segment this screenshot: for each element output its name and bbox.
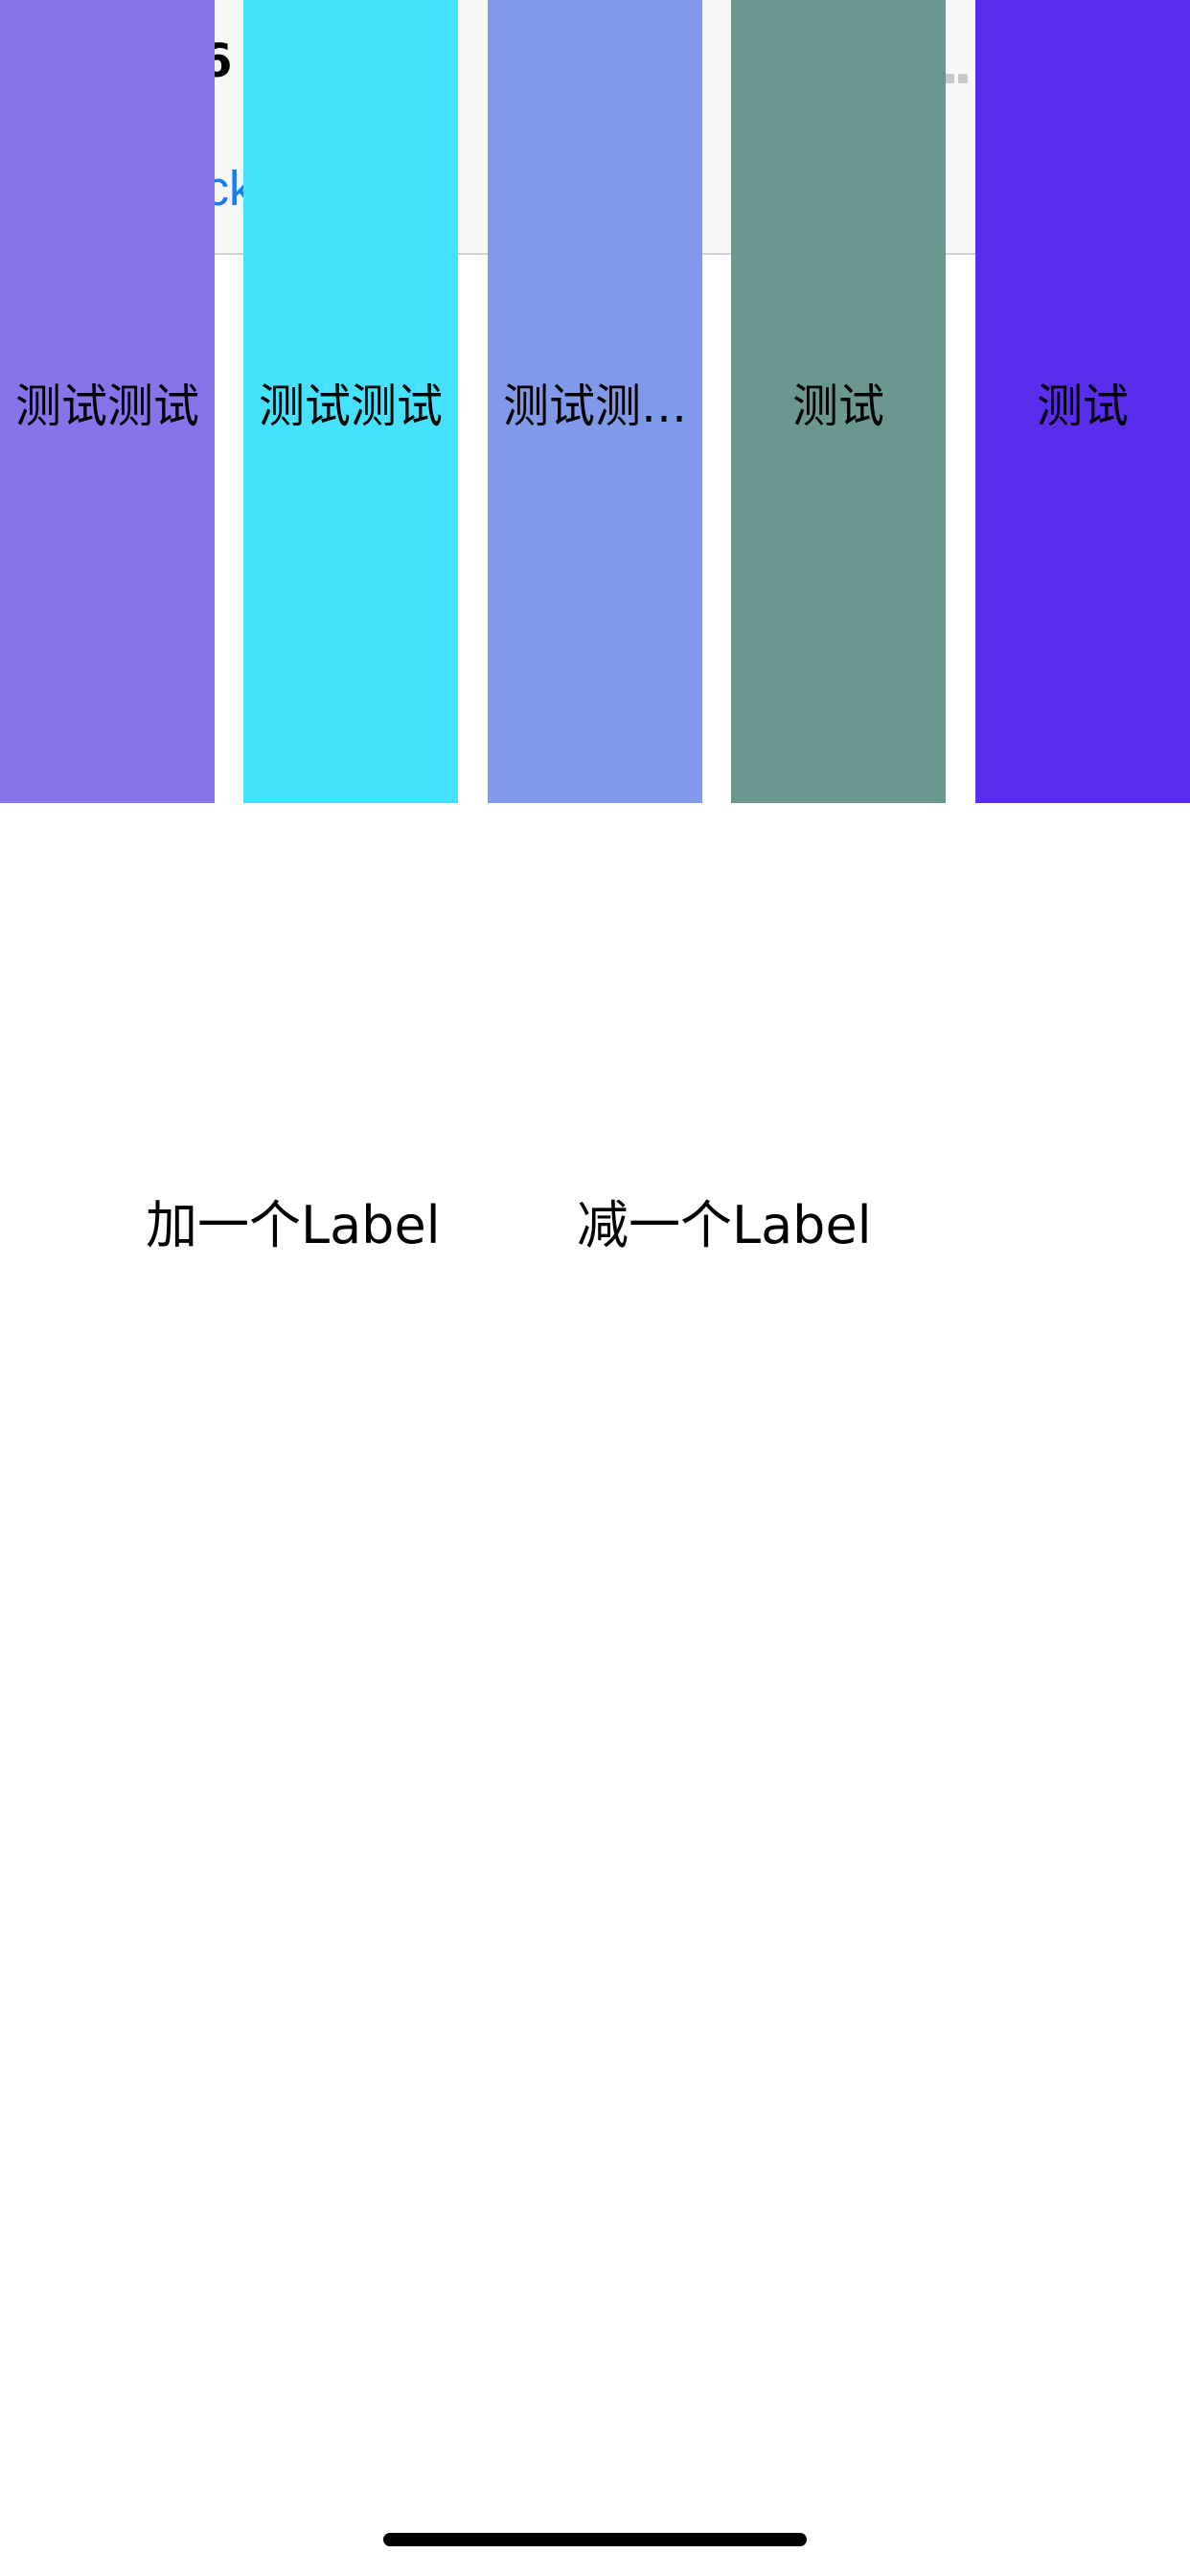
stack-label-4: 测试 [731, 0, 946, 803]
stack-label-text: 测试测试 [259, 368, 443, 435]
home-indicator[interactable] [383, 2533, 807, 2546]
stack-label-text: 测试测试 [15, 368, 199, 435]
stack-label-text: 测试 [792, 368, 884, 435]
stack-label-2: 测试测试 [243, 0, 458, 803]
stack-label-3: 测试测… [488, 0, 702, 803]
stack-label-text: 测试测… [503, 368, 687, 435]
remove-label-button[interactable]: 减一个Label [577, 1177, 872, 1263]
stack-label-1: 测试测试 [0, 0, 215, 803]
stack-label-text: 测试 [1037, 368, 1129, 435]
add-label-button[interactable]: 加一个Label [146, 1177, 441, 1263]
stack-label-5: 测试 [975, 0, 1190, 803]
